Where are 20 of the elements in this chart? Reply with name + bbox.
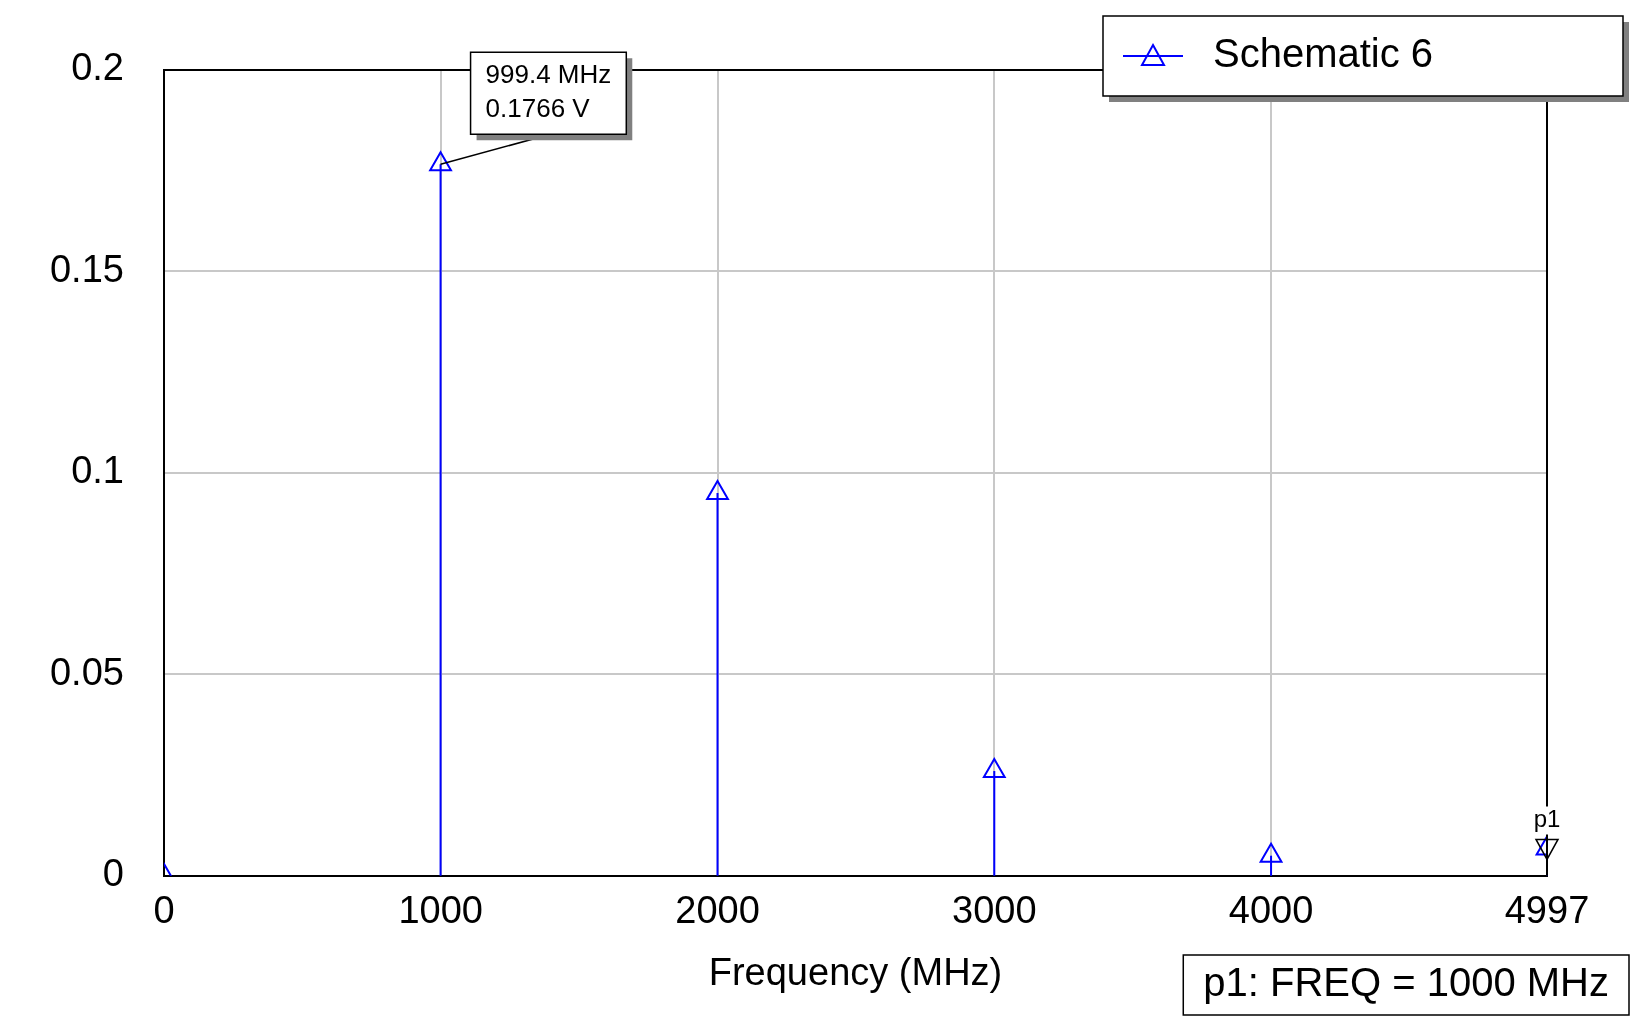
point: [706, 480, 729, 501]
x-tick-label: 4000: [1228, 889, 1314, 932]
x-tick-label: 3000: [952, 889, 1037, 932]
point: [1259, 842, 1283, 863]
x-tick-label: 4997: [1504, 889, 1590, 932]
x-tick-label: 0: [153, 889, 175, 932]
y-tick-label: 0.05: [49, 650, 124, 693]
y-tick-label: 0.2: [71, 46, 124, 89]
y-tick-label: 0.15: [49, 247, 124, 290]
annotation: 999.4 MHz 0.1766 V: [485, 59, 612, 124]
y-tick-label: 0: [102, 852, 124, 895]
point: [982, 758, 1006, 779]
x-tick-label: 2000: [675, 889, 760, 932]
x-axis-title: Frequency (MHz): [708, 950, 1003, 993]
annotation: p1: [1533, 805, 1561, 833]
x-tick-label: 1000: [398, 889, 484, 932]
y-tick-label: 0.1: [71, 449, 124, 492]
point: [429, 151, 452, 172]
legend-label: Schematic 6: [1213, 31, 1434, 76]
text: p1: FREQ = 1000 MHz: [1203, 960, 1610, 1005]
